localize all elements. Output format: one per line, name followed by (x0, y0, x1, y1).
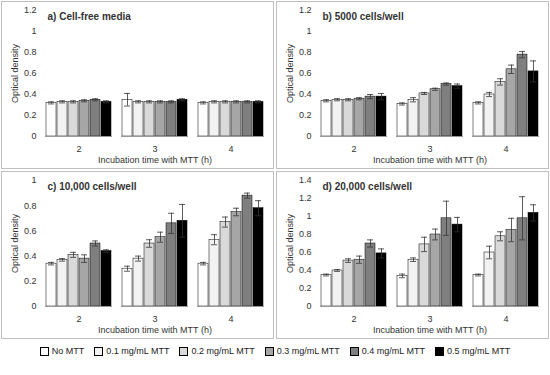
html-text:0.3 mg/mL MTT: 0.3 mg/mL MTT (276, 346, 340, 356)
svg-text:3: 3 (427, 144, 432, 154)
svg-text:Optical density: Optical density (285, 213, 295, 273)
svg-text:0.6: 0.6 (299, 68, 312, 78)
svg-text:Incubation time with MTT (h): Incubation time with MTT (h) (98, 325, 212, 335)
html-text:0.5 mg/mL MTT: 0.5 mg/mL MTT (447, 346, 511, 356)
svg-text:1: 1 (306, 211, 311, 221)
svg-text:0.4: 0.4 (24, 89, 37, 99)
svg-text:Optical density: Optical density (10, 213, 20, 273)
html-text:0.2 mg/mL MTT: 0.2 mg/mL MTT (191, 346, 255, 356)
svg-text:Optical density: Optical density (285, 43, 295, 103)
svg-text:0.4: 0.4 (24, 251, 37, 261)
svg-text:a) Cell-free media: a) Cell-free media (48, 11, 132, 22)
html-text:0.4 mg/mL MTT: 0.4 mg/mL MTT (361, 346, 425, 356)
svg-text:0.2: 0.2 (299, 283, 312, 293)
svg-text:1.2: 1.2 (24, 5, 37, 15)
svg-text:1.4: 1.4 (299, 175, 312, 185)
svg-text:0.6: 0.6 (24, 68, 37, 78)
svg-text:0.8: 0.8 (299, 47, 312, 57)
svg-text:0: 0 (306, 131, 311, 141)
svg-text:2: 2 (351, 314, 356, 324)
svg-text:4: 4 (503, 314, 508, 324)
svg-text:Incubation time with MTT (h): Incubation time with MTT (h) (373, 325, 487, 335)
svg-text:0.8: 0.8 (24, 201, 37, 211)
svg-text:Incubation time with MTT (h): Incubation time with MTT (h) (98, 155, 212, 165)
svg-text:4: 4 (503, 144, 508, 154)
svg-text:0.8: 0.8 (299, 229, 312, 239)
svg-text:0: 0 (31, 301, 36, 311)
svg-text:c) 10,000 cells/well: c) 10,000 cells/well (48, 181, 137, 192)
svg-text:0.8: 0.8 (24, 47, 37, 57)
svg-text:0: 0 (31, 131, 36, 141)
svg-text:b) 5000 cells/well: b) 5000 cells/well (323, 11, 404, 22)
svg-text:0.2: 0.2 (299, 110, 312, 120)
svg-text:2: 2 (351, 144, 356, 154)
svg-text:Optical density: Optical density (10, 43, 20, 103)
svg-text:4: 4 (228, 314, 233, 324)
svg-text:1.2: 1.2 (299, 5, 312, 15)
svg-text:1.2: 1.2 (299, 193, 312, 203)
svg-text:0.2: 0.2 (24, 110, 37, 120)
svg-text:d) 20,000 cells/well: d) 20,000 cells/well (323, 181, 413, 192)
svg-text:0.4: 0.4 (299, 265, 312, 275)
html-text:0.1 mg/mL MTT: 0.1 mg/mL MTT (106, 346, 170, 356)
svg-text:3: 3 (427, 314, 432, 324)
svg-text:2: 2 (76, 314, 81, 324)
svg-text:0.6: 0.6 (24, 226, 37, 236)
svg-text:0.4: 0.4 (299, 89, 312, 99)
svg-text:0: 0 (306, 301, 311, 311)
svg-text:0.2: 0.2 (24, 276, 37, 286)
svg-text:4: 4 (228, 144, 233, 154)
svg-text:1: 1 (31, 175, 36, 185)
svg-text:1: 1 (31, 26, 36, 36)
svg-text:1: 1 (306, 26, 311, 36)
svg-text:2: 2 (76, 144, 81, 154)
html-text:No MTT: No MTT (51, 346, 85, 356)
svg-text:3: 3 (152, 144, 157, 154)
svg-text:3: 3 (152, 314, 157, 324)
svg-text:0.6: 0.6 (299, 247, 312, 257)
svg-text:Incubation time with MTT (h): Incubation time with MTT (h) (373, 155, 487, 165)
